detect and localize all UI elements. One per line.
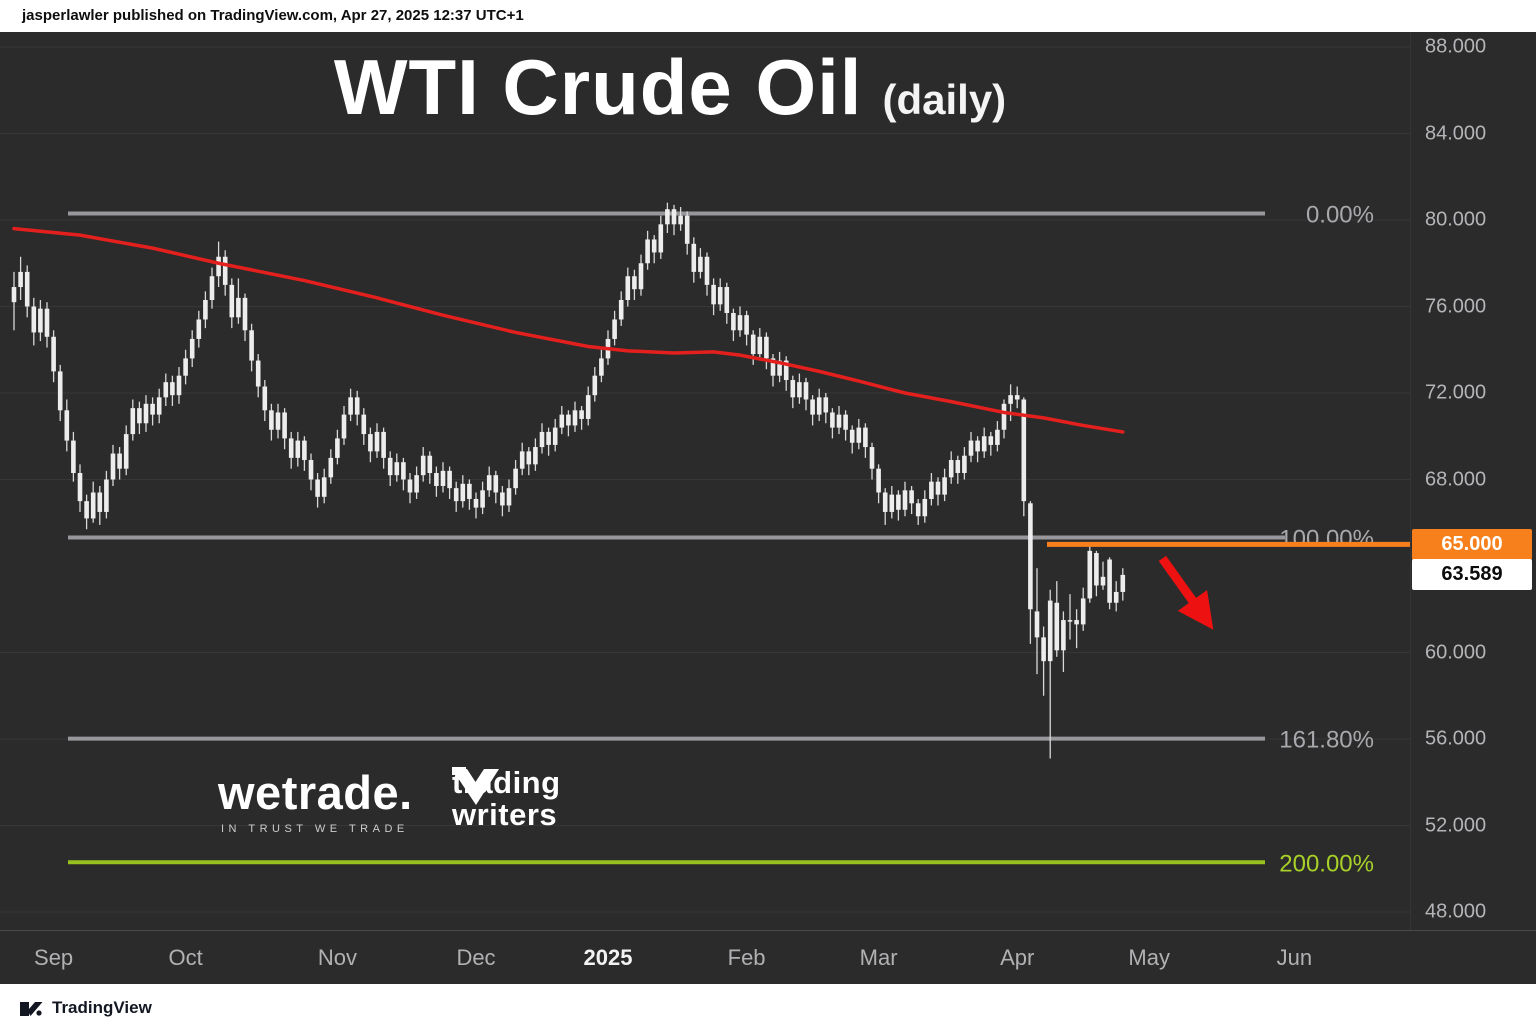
time-scale-bar: Sep Oct Nov Dec 2025 Feb Mar Apr May Jun (0, 930, 1536, 984)
fib-level-label: 200.00% (1279, 850, 1374, 877)
price-tick-label: 80.000 (1425, 208, 1487, 231)
price-tick-label: 84.000 (1425, 122, 1487, 144)
tradingview-logo-icon (20, 1002, 43, 1016)
moving-average-line (12, 226, 1125, 434)
time-tick-label: Dec (456, 944, 496, 970)
price-tick-label: 56.000 (1425, 727, 1487, 750)
scales-corner (1410, 931, 1536, 984)
attribution-bar: jasperlawler published on TradingView.co… (0, 0, 1536, 32)
attribution-text: jasperlawler published on TradingView.co… (22, 7, 524, 24)
time-tick-label: Jun (1276, 944, 1313, 970)
down-arrow-annotation (1158, 555, 1214, 630)
chart-plot-area[interactable]: 0.00% 100.00% 161.80% 200.00% WTI Crude Oil… (0, 32, 1410, 930)
fib-level-label: 161.80% (1279, 727, 1374, 754)
last-price-tag: 63.589 (1412, 559, 1532, 591)
time-tick-label: Feb (727, 944, 766, 970)
price-tick-label: 60.000 (1425, 641, 1487, 663)
grid-lines (0, 46, 1410, 913)
price-chart-svg[interactable]: 0.00% 100.00% 161.80% 200.00% (0, 32, 1410, 930)
alert-price-tag: 65.000 (1412, 528, 1532, 560)
time-tick-label: Mar (859, 944, 898, 970)
time-tick-label: May (1128, 944, 1170, 970)
time-tick-label: Oct (168, 944, 203, 970)
footer-bar: TradingView (0, 984, 1536, 1031)
price-tick-label: 68.000 (1425, 468, 1487, 490)
fib-level-label: 100.00% (1279, 525, 1374, 552)
time-tick-label: Nov (317, 944, 357, 970)
price-tick-label: 52.000 (1425, 814, 1487, 836)
tradingview-brand-text: TradingView (52, 997, 152, 1017)
price-tick-label: 48.000 (1425, 900, 1487, 923)
time-tick-label: Sep (34, 944, 74, 970)
price-tick-label: 72.000 (1425, 381, 1487, 404)
price-tick-label: 88.000 (1425, 35, 1487, 58)
price-scale[interactable]: 88.000 84.000 80.000 76.000 72.000 68.000 60.0… (1410, 32, 1536, 930)
time-tick-label: Apr (1000, 944, 1035, 970)
chart-window: 0.00% 100.00% 161.80% 200.00% WTI Crude Oil… (0, 32, 1536, 930)
candlesticks (11, 202, 1126, 759)
time-tick-label: 2025 (583, 944, 633, 970)
price-tick-label: 76.000 (1425, 295, 1487, 317)
time-scale[interactable]: Sep Oct Nov Dec 2025 Feb Mar Apr May Jun (0, 931, 1410, 984)
fib-level-label: 0.00% (1306, 202, 1374, 229)
fibonacci-levels: 0.00% 100.00% 161.80% 200.00% (68, 202, 1374, 877)
